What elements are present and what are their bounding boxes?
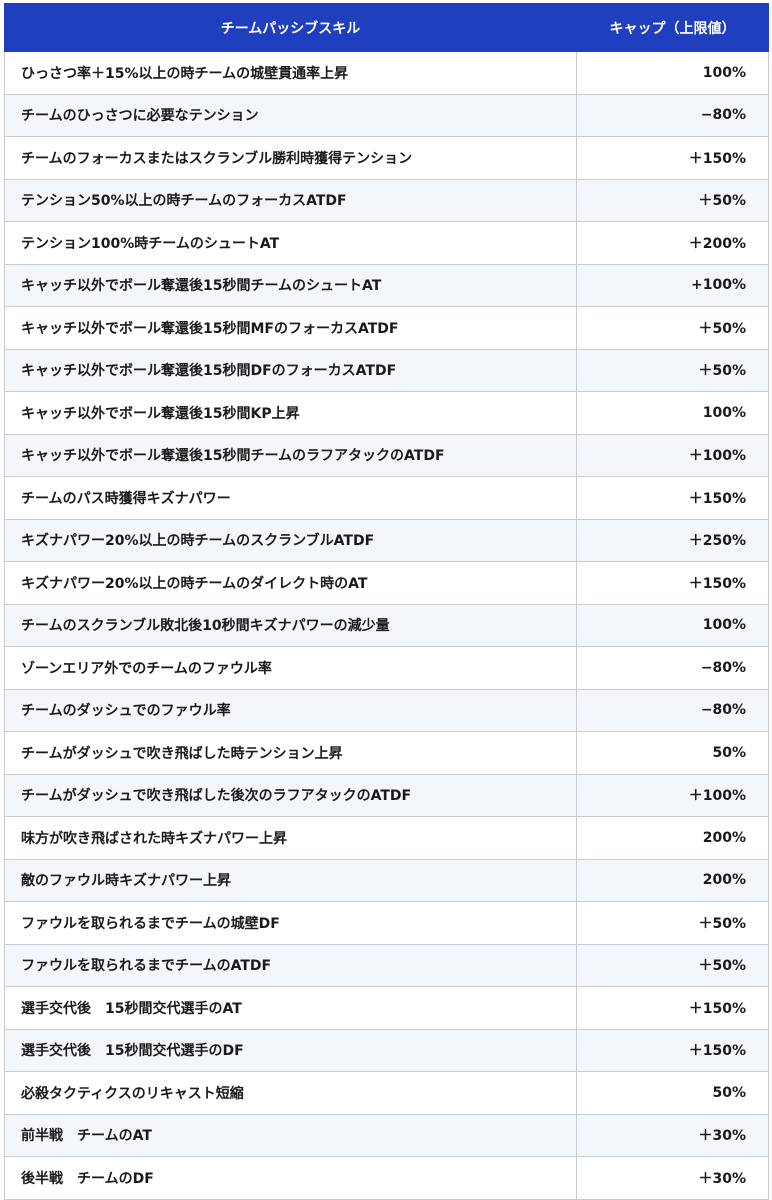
table-row: ファウルを取られるまでチームのATDF ＋50%	[4, 943, 769, 987]
table-row: チームのパス時獲得キズナパワー ＋150%	[4, 476, 769, 520]
skill-name-cell: ファウルを取られるまでチームのATDF	[4, 943, 577, 987]
skill-name-cell: ファウルを取られるまでチームの城壁DF	[4, 901, 577, 945]
cap-value-cell: ＋150%	[576, 1028, 769, 1072]
cap-value-cell: 50%	[576, 1071, 769, 1115]
table-row: キャッチ以外でボール奪還後15秒間DFのフォーカスATDF ＋50%	[4, 348, 769, 392]
cap-value-cell: −80%	[576, 93, 769, 137]
table-row: 敵のファウル時キズナパワー上昇 200%	[4, 858, 769, 902]
skill-name-cell: キャッチ以外でボール奪還後15秒間チームのラフアタックのATDF	[4, 433, 577, 477]
skill-name-cell: キャッチ以外でボール奪還後15秒間KP上昇	[4, 391, 577, 435]
skill-name-cell: 前半戦 チームのAT	[4, 1113, 577, 1157]
table-header: チームパッシブスキル キャップ（上限値）	[4, 3, 769, 52]
column-header-cap: キャップ（上限値）	[576, 3, 769, 52]
table-row: チームのひっさつに必要なテンション −80%	[4, 93, 769, 137]
column-header-skill: チームパッシブスキル	[4, 3, 577, 52]
table-row: チームのダッシュでのファウル率 −80%	[4, 688, 769, 732]
skill-name-cell: 味方が吹き飛ばされた時キズナパワー上昇	[4, 816, 577, 860]
cap-value-cell: ＋100%	[576, 433, 769, 477]
header-row: チームパッシブスキル キャップ（上限値）	[4, 3, 769, 52]
cap-value-cell: ＋100%	[576, 773, 769, 817]
cap-value-cell: ＋30%	[576, 1156, 769, 1200]
table-row: キャッチ以外でボール奪還後15秒間チームのシュートAT +100%	[4, 263, 769, 307]
table-row: テンション50%以上の時チームのフォーカスATDF ＋50%	[4, 178, 769, 222]
table-row: 選手交代後 15秒間交代選手のDF ＋150%	[4, 1028, 769, 1072]
skill-name-cell: 後半戦 チームのDF	[4, 1156, 577, 1200]
table-row: キャッチ以外でボール奪還後15秒間チームのラフアタックのATDF ＋100%	[4, 433, 769, 477]
table-row: テンション100%時チームのシュートAT ＋200%	[4, 221, 769, 265]
skill-name-cell: キャッチ以外でボール奪還後15秒間チームのシュートAT	[4, 263, 577, 307]
cap-value-cell: ＋50%	[576, 178, 769, 222]
table-row: キャッチ以外でボール奪還後15秒間MFのフォーカスATDF ＋50%	[4, 306, 769, 350]
table-row: チームがダッシュで吹き飛ばした後次のラフアタックのATDF ＋100%	[4, 773, 769, 817]
table-row: 必殺タクティクスのリキャスト短縮 50%	[4, 1071, 769, 1115]
table-row: チームのフォーカスまたはスクランブル勝利時獲得テンション ＋150%	[4, 136, 769, 180]
table-row: ゾーンエリア外でのチームのファウル率 −80%	[4, 646, 769, 690]
skill-name-cell: テンション100%時チームのシュートAT	[4, 221, 577, 265]
cap-value-cell: ＋150%	[576, 136, 769, 180]
skill-name-cell: チームのスクランブル敗北後10秒間キズナパワーの減少量	[4, 603, 577, 647]
cap-value-cell: ＋50%	[576, 306, 769, 350]
skill-name-cell: チームがダッシュで吹き飛ばした時テンション上昇	[4, 731, 577, 775]
cap-value-cell: −80%	[576, 688, 769, 732]
cap-value-cell: 100%	[576, 391, 769, 435]
skill-name-cell: チームのフォーカスまたはスクランブル勝利時獲得テンション	[4, 136, 577, 180]
table-row: チームのスクランブル敗北後10秒間キズナパワーの減少量 100%	[4, 603, 769, 647]
table-row: ファウルを取られるまでチームの城壁DF ＋50%	[4, 901, 769, 945]
table-row: 後半戦 チームのDF ＋30%	[4, 1156, 769, 1200]
skill-name-cell: テンション50%以上の時チームのフォーカスATDF	[4, 178, 577, 222]
cap-value-cell: 50%	[576, 731, 769, 775]
skill-name-cell: チームのパス時獲得キズナパワー	[4, 476, 577, 520]
cap-value-cell: ＋150%	[576, 986, 769, 1030]
skill-name-cell: チームがダッシュで吹き飛ばした後次のラフアタックのATDF	[4, 773, 577, 817]
table-row: 前半戦 チームのAT ＋30%	[4, 1113, 769, 1157]
skill-name-cell: ゾーンエリア外でのチームのファウル率	[4, 646, 577, 690]
cap-value-cell: 200%	[576, 858, 769, 902]
cap-value-cell: ＋250%	[576, 518, 769, 562]
table-row: 選手交代後 15秒間交代選手のAT ＋150%	[4, 986, 769, 1030]
skill-name-cell: キズナパワー20%以上の時チームのダイレクト時のAT	[4, 561, 577, 605]
skill-name-cell: キャッチ以外でボール奪還後15秒間DFのフォーカスATDF	[4, 348, 577, 392]
skill-name-cell: 選手交代後 15秒間交代選手のAT	[4, 986, 577, 1030]
table-row: キズナパワー20%以上の時チームのダイレクト時のAT ＋150%	[4, 561, 769, 605]
table-row: ひっさつ率＋15%以上の時チームの城壁貫通率上昇 100%	[4, 51, 769, 95]
table-row: キャッチ以外でボール奪還後15秒間KP上昇 100%	[4, 391, 769, 435]
skill-name-cell: キャッチ以外でボール奪還後15秒間MFのフォーカスATDF	[4, 306, 577, 350]
skill-name-cell: 選手交代後 15秒間交代選手のDF	[4, 1028, 577, 1072]
cap-value-cell: ＋150%	[576, 561, 769, 605]
skill-name-cell: 敵のファウル時キズナパワー上昇	[4, 858, 577, 902]
cap-value-cell: ＋50%	[576, 901, 769, 945]
cap-value-cell: 200%	[576, 816, 769, 860]
cap-value-cell: 100%	[576, 603, 769, 647]
cap-value-cell: ＋50%	[576, 943, 769, 987]
cap-value-cell: ＋200%	[576, 221, 769, 265]
table-body: ひっさつ率＋15%以上の時チームの城壁貫通率上昇 100% チームのひっさつに必要な…	[4, 51, 769, 1200]
table-row: キズナパワー20%以上の時チームのスクランブルATDF ＋250%	[4, 518, 769, 562]
table-row: チームがダッシュで吹き飛ばした時テンション上昇 50%	[4, 731, 769, 775]
cap-value-cell: +100%	[576, 263, 769, 307]
cap-value-cell: ＋150%	[576, 476, 769, 520]
skill-name-cell: ひっさつ率＋15%以上の時チームの城壁貫通率上昇	[4, 51, 577, 95]
cap-value-cell: 100%	[576, 51, 769, 95]
cap-value-cell: −80%	[576, 646, 769, 690]
skill-name-cell: キズナパワー20%以上の時チームのスクランブルATDF	[4, 518, 577, 562]
skill-name-cell: チームのひっさつに必要なテンション	[4, 93, 577, 137]
team-passive-skill-table: チームパッシブスキル キャップ（上限値） ひっさつ率＋15%以上の時チームの城壁…	[4, 3, 769, 1200]
skill-name-cell: チームのダッシュでのファウル率	[4, 688, 577, 732]
skill-name-cell: 必殺タクティクスのリキャスト短縮	[4, 1071, 577, 1115]
cap-value-cell: ＋50%	[576, 348, 769, 392]
table-row: 味方が吹き飛ばされた時キズナパワー上昇 200%	[4, 816, 769, 860]
cap-value-cell: ＋30%	[576, 1113, 769, 1157]
team-passive-skill-table-container: チームパッシブスキル キャップ（上限値） ひっさつ率＋15%以上の時チームの城壁…	[4, 3, 769, 1200]
